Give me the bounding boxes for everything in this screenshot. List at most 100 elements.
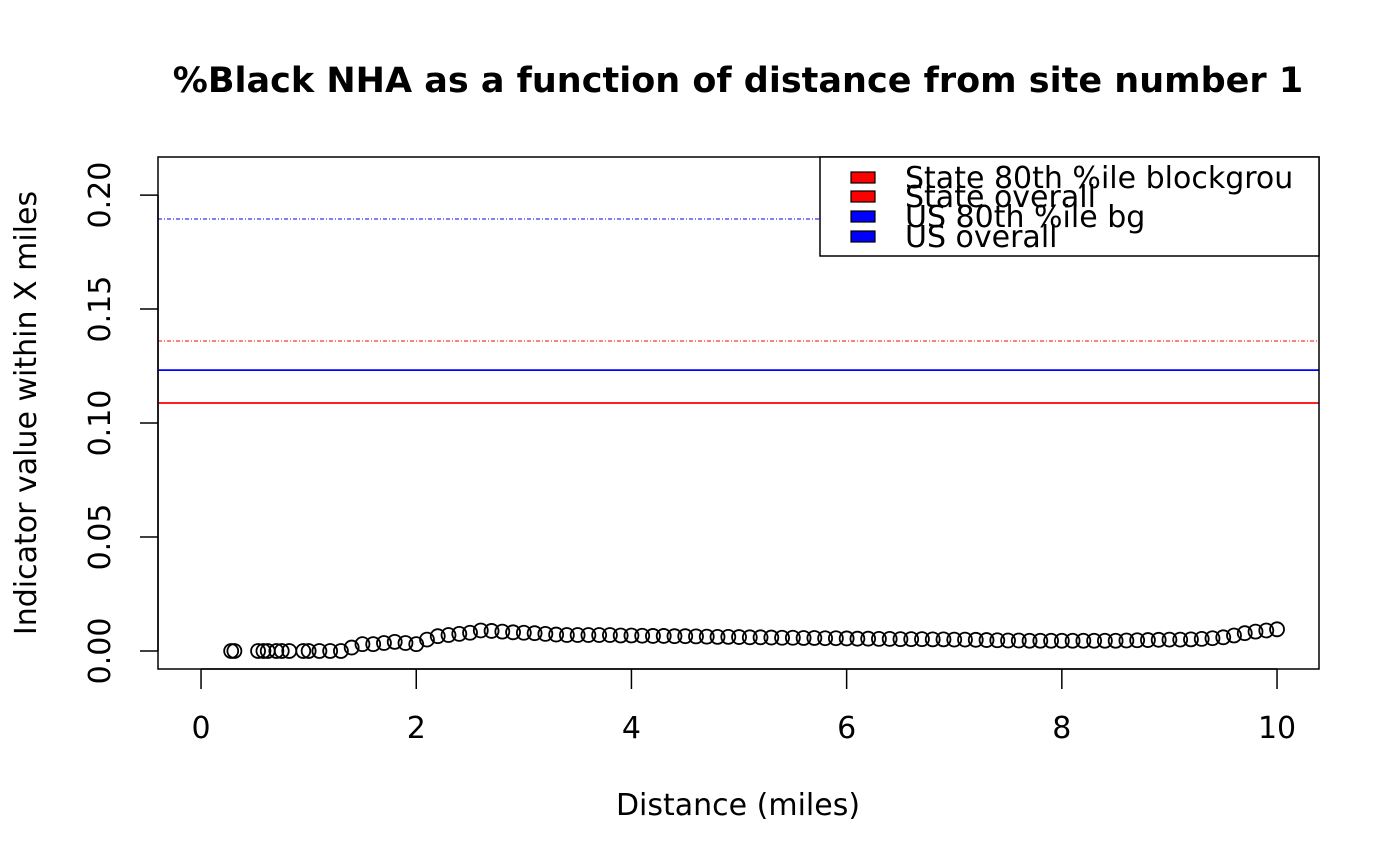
data-point (558, 627, 575, 643)
data-point (978, 632, 995, 648)
data-point (580, 627, 597, 643)
data-point (548, 626, 565, 643)
data-point (1096, 632, 1113, 649)
data-point (698, 628, 715, 645)
data-point (1140, 632, 1156, 648)
data-point (591, 627, 608, 643)
data-point (419, 631, 435, 648)
data-point (483, 623, 500, 639)
y-tick-label: 0.00 (83, 618, 118, 685)
data-point (655, 628, 672, 644)
data-point (386, 633, 403, 650)
data-point (223, 643, 240, 659)
y-axis-label: Indicator value within X miles (9, 191, 44, 635)
data-point (1032, 632, 1049, 649)
data-point (1215, 629, 1232, 646)
data-point (774, 629, 790, 646)
data-point (1236, 625, 1253, 642)
data-point (946, 631, 963, 648)
data-point (333, 643, 349, 659)
data-point (273, 643, 290, 659)
data-point (300, 643, 317, 659)
data-point (462, 624, 478, 641)
data-point (440, 627, 457, 643)
legend-label: State overall (905, 180, 1096, 215)
data-point (1107, 632, 1124, 649)
data-point (311, 643, 328, 659)
data-point (1226, 627, 1242, 644)
data-point (1269, 621, 1285, 638)
data-point (376, 635, 392, 651)
plot-frame (157, 156, 1320, 670)
x-axis-label: Distance (miles) (616, 788, 860, 823)
y-tick-label: 0.15 (83, 276, 118, 343)
data-point (472, 622, 489, 639)
legend-swatch (850, 210, 876, 223)
data-point (322, 643, 339, 659)
data-point (295, 643, 312, 659)
data-point (709, 628, 726, 645)
data-point (795, 630, 812, 646)
data-point (1075, 632, 1092, 649)
data-point (1010, 632, 1027, 649)
data-point (924, 631, 941, 648)
data-point (720, 628, 737, 645)
data-point (752, 629, 769, 646)
data-point (967, 631, 984, 648)
y-tick-label: 0.10 (83, 390, 118, 457)
data-point (429, 628, 446, 645)
data-point (397, 635, 414, 651)
data-point (784, 629, 801, 646)
data-point (1161, 631, 1178, 648)
data-point (250, 643, 266, 659)
y-tick-label: 0.20 (83, 162, 118, 229)
data-point (731, 629, 747, 645)
data-point (1150, 631, 1167, 648)
y-tick-label: 0.05 (83, 504, 118, 571)
x-tick-label: 2 (407, 711, 426, 746)
data-point (1204, 630, 1221, 647)
data-point (677, 628, 694, 645)
data-point (515, 624, 532, 641)
data-point (255, 643, 272, 659)
data-point (602, 627, 618, 643)
data-point (892, 631, 909, 648)
data-point (1021, 632, 1038, 649)
data-point (838, 630, 855, 647)
data-point (806, 630, 823, 646)
data-point (1247, 623, 1264, 640)
data-point (1172, 631, 1189, 648)
data-point (1129, 632, 1146, 649)
data-point (763, 629, 780, 646)
data-point (1193, 631, 1210, 647)
legend-label: US overall (905, 220, 1058, 255)
data-point (505, 624, 521, 641)
data-point (408, 636, 425, 653)
data-point (688, 628, 704, 645)
data-point (494, 623, 511, 640)
data-point (989, 632, 1006, 649)
data-point (365, 636, 382, 653)
x-tick-label: 4 (622, 711, 641, 746)
data-point (1043, 632, 1059, 649)
data-point (741, 629, 758, 646)
legend-swatch (850, 190, 876, 203)
data-point (645, 628, 661, 644)
data-point (881, 631, 898, 647)
data-point (666, 628, 683, 645)
data-point (1118, 632, 1135, 649)
chart-title: %Black NHA as a function of distance fro… (173, 61, 1303, 101)
data-point (849, 630, 866, 647)
x-tick-label: 6 (837, 711, 856, 746)
data-point (343, 639, 360, 656)
data-point (612, 627, 629, 644)
legend-label: State 80th %ile blockgrou (905, 161, 1293, 196)
data-point (1000, 632, 1016, 649)
data-point (914, 631, 930, 648)
legend-swatch (850, 171, 876, 184)
data-point (537, 625, 554, 642)
x-tick-label: 10 (1258, 711, 1296, 746)
